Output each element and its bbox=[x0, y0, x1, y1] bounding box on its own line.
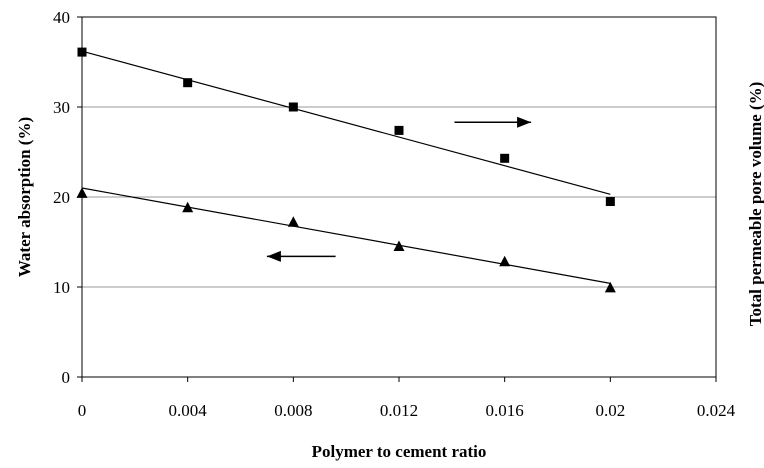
x-axis-title: Polymer to cement ratio bbox=[312, 442, 487, 461]
x-tick-label: 0.02 bbox=[595, 401, 625, 420]
triangle-marker bbox=[393, 240, 405, 251]
annotation-arrows bbox=[266, 116, 532, 262]
triangle-marker bbox=[182, 201, 194, 213]
y-tick-labels: 0 10 20 30 40 bbox=[53, 8, 70, 387]
triangle-series-trendline bbox=[81, 187, 611, 284]
arrow-right-icon bbox=[517, 116, 532, 128]
square-series-trendline bbox=[81, 50, 611, 195]
triangle-marker bbox=[287, 216, 299, 227]
square-marker bbox=[77, 47, 87, 57]
y-tick-label: 40 bbox=[53, 8, 70, 27]
data-points bbox=[76, 47, 616, 293]
triangle-marker bbox=[76, 187, 88, 198]
y-axis-title: Water absorption (%) bbox=[15, 117, 34, 277]
axis-ticks bbox=[77, 16, 717, 382]
square-marker bbox=[288, 102, 298, 112]
y-tick-label: 20 bbox=[53, 188, 70, 207]
square-marker bbox=[183, 78, 193, 88]
x-tick-label: 0 bbox=[78, 401, 87, 420]
x-tick-labels: 0 0.004 0.008 0.012 0.016 0.02 0.024 bbox=[78, 401, 736, 420]
y-tick-label: 10 bbox=[53, 278, 70, 297]
square-marker bbox=[605, 197, 615, 206]
x-tick-label: 0.016 bbox=[486, 401, 524, 420]
triangle-marker bbox=[499, 255, 511, 267]
trendlines bbox=[81, 50, 611, 284]
x-tick-label: 0.008 bbox=[274, 401, 312, 420]
y2-axis-title: Total permeable pore volume (%) bbox=[746, 82, 764, 327]
x-tick-label: 0.024 bbox=[697, 401, 736, 420]
y-tick-label: 0 bbox=[62, 368, 71, 387]
arrow-left-icon bbox=[266, 250, 281, 262]
square-marker bbox=[500, 153, 510, 163]
square-marker bbox=[394, 125, 404, 135]
x-tick-label: 0.004 bbox=[169, 401, 208, 420]
y-tick-label: 30 bbox=[53, 98, 70, 117]
triangle-marker bbox=[604, 281, 616, 293]
x-tick-label: 0.012 bbox=[380, 401, 418, 420]
